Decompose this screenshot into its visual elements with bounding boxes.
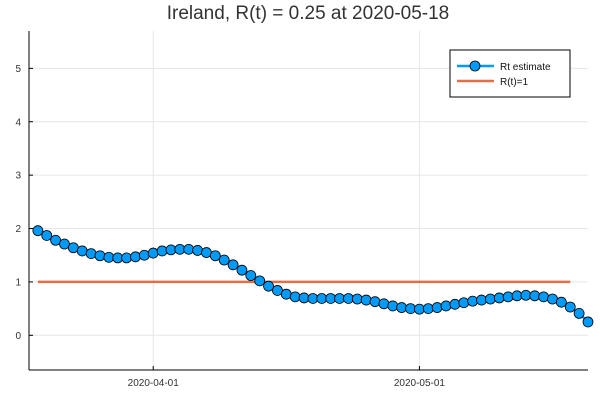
axes [28, 31, 588, 371]
legend-box [449, 49, 571, 98]
rt-estimate-point [130, 251, 141, 263]
legend-label-rt-estimate: Rt estimate [500, 62, 551, 73]
rt-estimate-point [192, 245, 203, 256]
rt-estimate-point [209, 250, 221, 262]
x-tick-label: 2020-04-01 [128, 378, 180, 389]
rt-estimate-point [582, 316, 594, 328]
rt-estimate-point [245, 270, 257, 281]
rt-estimate-point [94, 250, 106, 262]
y-tick-label: 5 [15, 64, 21, 75]
rt-estimate-point [396, 302, 408, 313]
rt-estimate-point [484, 293, 496, 305]
rt-estimate-point [156, 245, 168, 257]
rt-estimate-point [458, 297, 470, 309]
rt-estimate-point [387, 300, 399, 312]
rt-estimate-point [147, 247, 159, 259]
rt-estimate-point [431, 302, 443, 313]
rt-estimate-point [280, 288, 292, 300]
rt-estimate-point [121, 252, 133, 264]
series [32, 225, 594, 328]
rt-estimate-point [351, 293, 363, 305]
rt-estimate-point [289, 291, 301, 303]
rt-estimate-point [422, 303, 434, 315]
rt-estimate-point [440, 300, 452, 312]
rt-estimate-point [573, 308, 585, 319]
rt-estimate-point [378, 298, 390, 310]
rt-estimate-point [32, 225, 44, 237]
rt-estimate-point [41, 230, 53, 241]
chart-title: Ireland, R(t) = 0.25 at 2020-05-18 [167, 3, 450, 24]
rt-estimate-point [263, 280, 274, 292]
rt-estimate-point [236, 264, 248, 276]
rt-estimate-point [555, 296, 567, 308]
rt-estimate-point [493, 292, 505, 304]
rt-estimate-point [467, 295, 479, 307]
y-tick-label: 0 [15, 331, 21, 342]
rt-estimate-point [183, 243, 195, 255]
rt-estimate-point [227, 259, 239, 271]
legend-rt-marker [469, 60, 481, 72]
series-line-rt-estimate [37, 229, 589, 323]
y-tick-label: 1 [15, 277, 21, 288]
rt-estimate-point [449, 298, 461, 310]
rt-estimate-point [476, 294, 487, 306]
tick-labels: 0 1 2 3 4 5 2020-04-01 2020-05-01 [15, 64, 445, 389]
y-tick-label: 4 [15, 117, 21, 128]
rt-estimate-point [369, 296, 381, 308]
rt-estimate-point [538, 291, 550, 303]
rt-estimate-point [138, 249, 150, 261]
rt-estimate-point [85, 248, 97, 260]
rt-estimate-point [529, 290, 541, 302]
rt-estimate-point [254, 275, 266, 287]
rt-estimate-point [218, 254, 230, 266]
legend: Rt estimate R(t)=1 [449, 49, 571, 98]
rt-estimate-point [564, 301, 576, 313]
y-tick-label: 3 [15, 171, 21, 182]
y-tick-label: 2 [15, 224, 21, 235]
x-tick-label: 2020-05-01 [394, 378, 446, 389]
rt-estimate-point [76, 245, 88, 257]
legend-label-rt-equals-1: R(t)=1 [500, 77, 529, 88]
rt-estimate-point [502, 291, 514, 303]
rt-estimate-point [360, 294, 372, 306]
